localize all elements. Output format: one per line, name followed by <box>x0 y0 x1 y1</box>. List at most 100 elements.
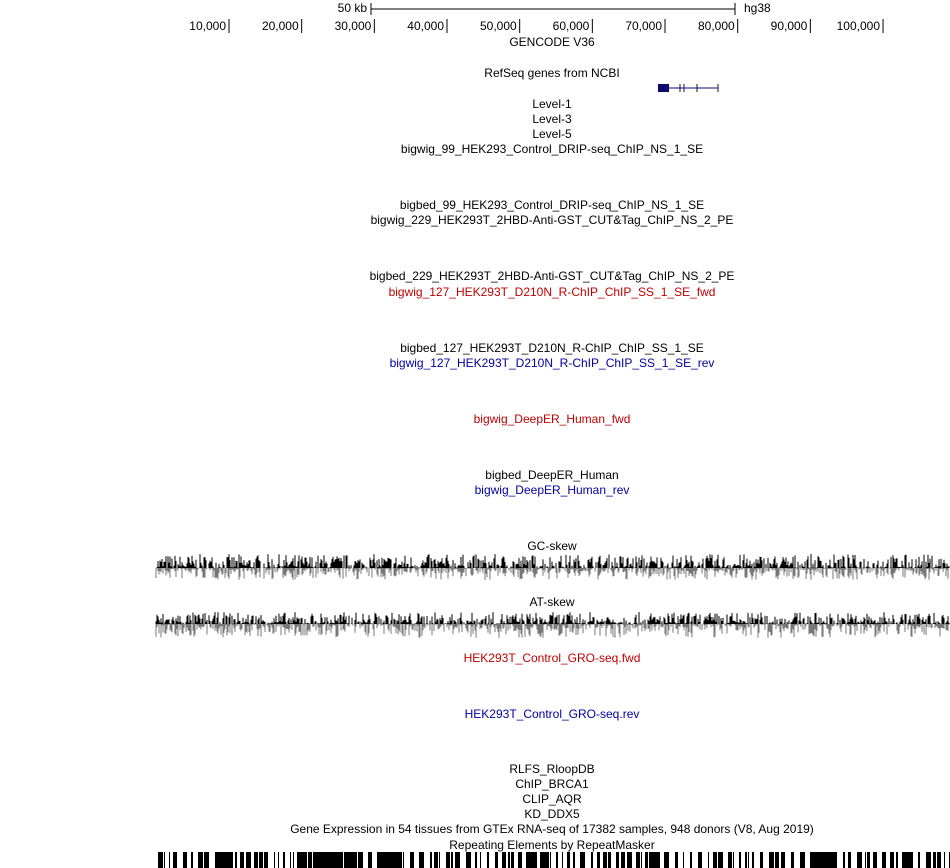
repeat-element <box>902 852 913 868</box>
wiggle-positive <box>156 554 950 568</box>
track-label: Level-1 <box>532 97 572 111</box>
repeat-element <box>675 852 678 868</box>
repeat-element <box>434 852 438 868</box>
repeat-element <box>198 852 203 868</box>
repeat-element <box>791 852 794 868</box>
repeat-element <box>933 852 936 868</box>
repeat-element <box>867 852 870 868</box>
repeat-element <box>204 852 209 868</box>
repeat-element <box>690 852 692 868</box>
repeat-element <box>451 852 453 868</box>
track-label: bigbed_127_HEK293T_D210N_R-ChIP_ChIP_SS_… <box>400 341 704 355</box>
ruler-tick-label: 50,000 <box>480 19 517 33</box>
track-label: GC-skew <box>527 539 577 553</box>
track-label: Level-5 <box>532 127 572 141</box>
repeat-element <box>508 852 510 868</box>
repeat-element <box>810 852 837 868</box>
ruler-tick-label: 90,000 <box>771 19 808 33</box>
repeat-element <box>446 852 450 868</box>
track-label: bigbed_99_HEK293_Control_DRIP-seq_ChIP_N… <box>400 198 704 212</box>
repeat-element <box>254 852 258 868</box>
ruler-tick-label: 100,000 <box>837 19 881 33</box>
track-label: ChIP_BRCA1 <box>515 777 589 791</box>
repeat-element <box>752 852 754 868</box>
repeat-element <box>873 852 877 868</box>
repeat-element <box>278 852 279 868</box>
repeat-element <box>290 852 291 868</box>
repeat-element <box>926 852 931 868</box>
exon <box>658 84 669 92</box>
repeat-element <box>800 852 805 868</box>
track-label: bigwig_DeepER_Human_rev <box>475 483 630 497</box>
repeat-element <box>308 852 312 868</box>
repeat-element <box>419 852 424 868</box>
repeat-element <box>745 852 747 868</box>
repeat-element <box>641 852 642 868</box>
repeat-element <box>937 852 941 868</box>
repeat-element <box>627 852 632 868</box>
repeat-element <box>466 852 471 868</box>
track-label: bigwig_229_HEK293T_2HBD-Anti-GST_CUT&Tag… <box>371 213 734 227</box>
track-label: bigwig_127_HEK293T_D210N_R-ChIP_ChIP_SS_… <box>389 285 716 299</box>
repeat-element <box>621 852 625 868</box>
repeat-element <box>781 852 785 868</box>
repeat-element <box>264 852 268 868</box>
repeat-element <box>896 852 898 868</box>
repeat-element <box>857 852 862 868</box>
repeat-element <box>526 852 537 868</box>
repeat-element <box>293 852 294 868</box>
repeat-element <box>274 852 275 868</box>
repeat-element <box>344 852 357 868</box>
repeat-element <box>728 852 732 868</box>
track-label: HEK293T_Control_GRO-seq.fwd <box>464 651 641 665</box>
repeat-element <box>760 852 763 868</box>
track-label: bigwig_127_HEK293T_D210N_R-ChIP_ChIP_SS_… <box>390 356 715 370</box>
track-label: RefSeq genes from NCBI <box>484 66 619 80</box>
ruler-tick-label: 40,000 <box>407 19 444 33</box>
repeat-element <box>708 852 709 868</box>
repeat-element <box>283 852 285 868</box>
repeat-element <box>733 852 734 868</box>
repeat-element <box>246 852 251 868</box>
repeat-element <box>865 852 866 868</box>
repeat-element <box>556 852 558 868</box>
repeat-element <box>636 852 640 868</box>
repeat-element <box>455 852 460 868</box>
repeat-element <box>775 852 779 868</box>
repeat-element <box>368 852 372 868</box>
repeat-element <box>580 852 585 868</box>
track-label: bigbed_229_HEK293T_2HBD-Anti-GST_CUT&Tag… <box>370 269 735 283</box>
repeat-element <box>215 852 233 868</box>
repeat-element <box>645 852 648 868</box>
track-label: Gene Expression in 54 tissues from GTEx … <box>290 822 814 836</box>
track-label: bigwig_99_HEK293_Control_DRIP-seq_ChIP_N… <box>401 142 703 156</box>
repeat-element <box>567 852 570 868</box>
repeat-element <box>495 852 498 868</box>
repeat-element <box>430 852 432 868</box>
repeat-element <box>235 852 237 868</box>
repeat-element <box>480 852 481 868</box>
repeat-element <box>603 852 607 868</box>
wiggle-negative <box>155 624 950 638</box>
repeat-element <box>358 852 363 868</box>
repeat-element <box>718 852 723 868</box>
repeat-element <box>511 852 514 868</box>
repeat-element <box>158 852 163 868</box>
repeat-element <box>173 852 177 868</box>
ruler-tick-label: 60,000 <box>553 19 590 33</box>
repeat-element <box>573 852 575 868</box>
repeat-element <box>616 852 619 868</box>
repeat-element <box>410 852 414 868</box>
repeat-element <box>769 852 774 868</box>
track-label: Repeating Elements by RepeatMasker <box>449 838 654 852</box>
repeat-element <box>550 852 551 868</box>
repeat-element <box>843 852 845 868</box>
repeat-element <box>608 852 611 868</box>
ruler-tick-label: 70,000 <box>625 19 662 33</box>
track-label: CLIP_AQR <box>522 792 582 806</box>
track-label: Level-3 <box>532 112 572 126</box>
repeat-element <box>439 852 440 868</box>
repeat-element <box>944 852 945 868</box>
